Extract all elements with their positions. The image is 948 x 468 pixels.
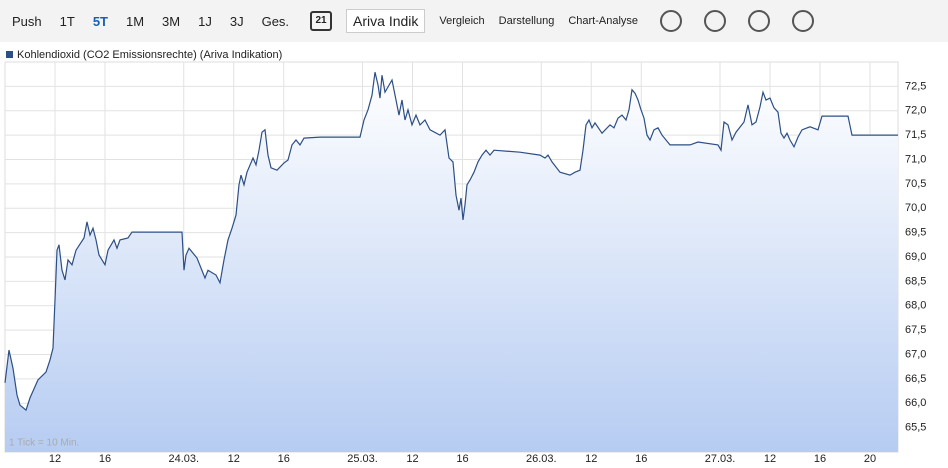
y-tick-label: 70,5: [905, 178, 926, 190]
range-button[interactable]: Ges.: [261, 13, 290, 29]
save-icon[interactable]: [792, 10, 815, 32]
y-tick-label: 67,0: [905, 348, 926, 360]
settings-icon[interactable]: [660, 10, 683, 32]
area-fill: [5, 72, 898, 452]
range-button[interactable]: 3M: [162, 13, 181, 29]
y-tick-label: 67,5: [905, 324, 926, 336]
y-tick-label: 66,5: [905, 373, 926, 385]
range-button[interactable]: 1T: [59, 13, 75, 29]
legend-label: Kohlendioxid (CO2 Emissionsrechte) (Ariv…: [17, 49, 282, 61]
y-tick-label: 66,0: [905, 397, 926, 409]
range-button[interactable]: 1M: [125, 13, 145, 29]
y-tick-label: 65,5: [905, 422, 926, 434]
price-line: [4, 72, 898, 412]
y-tick-label: 71,5: [905, 129, 926, 141]
x-tick-label: 25.03.: [347, 453, 378, 465]
x-tick-label: 26.03.: [526, 453, 557, 465]
y-tick-label: 72,0: [905, 105, 926, 117]
menu-button[interactable]: Chart-Analyse: [568, 15, 639, 27]
note: 1 Tick = 10 Min.: [9, 438, 79, 449]
toolbar: Push 1T 5T 1M 3M 1J 3J Ges. 21 Ariva Indik Verglei…: [0, 0, 948, 42]
legend-swatch: [6, 51, 13, 58]
y-tick-label: 69,0: [905, 251, 926, 263]
x-tick-label: 12: [228, 453, 240, 465]
share-icon[interactable]: [704, 10, 727, 32]
x-tick-label: 12: [406, 453, 418, 465]
y-tick-label: 72,5: [905, 80, 926, 92]
source-dropdown[interactable]: Ariva Indik: [346, 9, 426, 33]
x-tick-label: 12: [764, 453, 776, 465]
y-tick-label: 71,0: [905, 153, 926, 165]
x-tick-label: 12: [585, 453, 597, 465]
y-tick-label: 70,0: [905, 202, 926, 214]
y-tick-label: 68,0: [905, 300, 926, 312]
x-tick-label: 16: [278, 453, 290, 465]
print-icon[interactable]: [748, 10, 771, 32]
range-button[interactable]: 1J: [198, 13, 212, 29]
x-tick-label: 16: [99, 453, 111, 465]
x-tick-label: 24.03.: [168, 453, 199, 465]
x-tick-label: 16: [814, 453, 826, 465]
y-tick-label: 69,5: [905, 227, 926, 239]
x-tick-label: 16: [635, 453, 647, 465]
x-tick-label: 12: [49, 453, 61, 465]
x-tick-label: 27.03.: [705, 453, 736, 465]
x-tick-label: 16: [456, 453, 468, 465]
menu-button[interactable]: Darstellung: [498, 15, 555, 27]
range-button[interactable]: 5T: [92, 13, 108, 29]
x-tick-label: 20: [864, 453, 876, 465]
calendar-button[interactable]: 21: [310, 11, 333, 31]
range-button[interactable]: Push: [12, 13, 42, 29]
y-tick-label: 68,5: [905, 275, 926, 287]
range-button[interactable]: 3J: [229, 13, 244, 29]
menu-button[interactable]: Vergleich: [439, 15, 485, 27]
